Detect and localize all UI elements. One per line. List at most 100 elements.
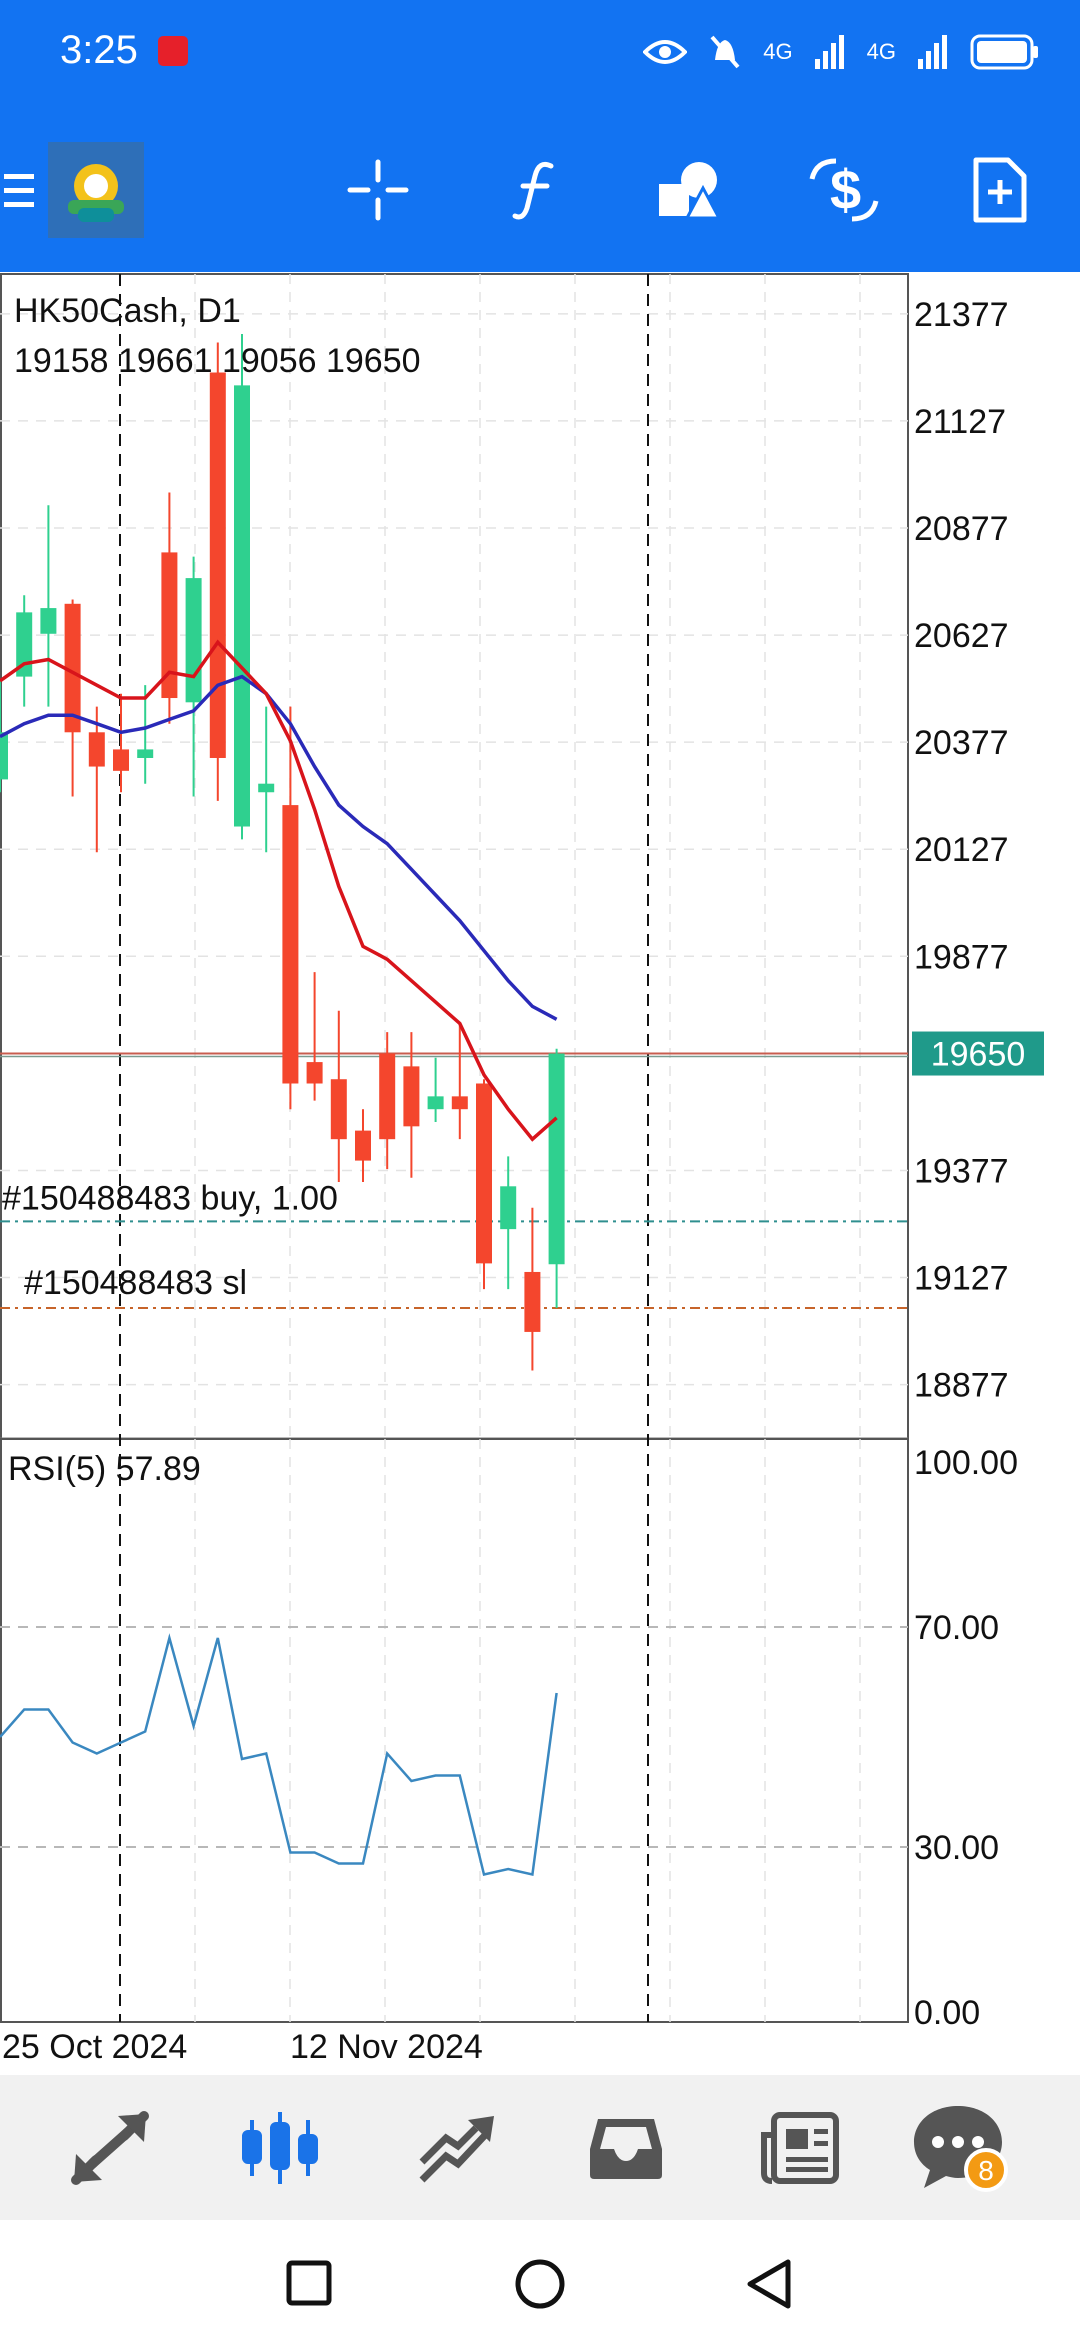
rsi-tick-label: 0.00	[914, 1994, 980, 2032]
rsi-tick-label: 30.00	[914, 1829, 999, 1867]
nav-quotes[interactable]	[40, 2075, 180, 2220]
candle-body	[403, 1066, 420, 1127]
rsi-axis: 100.00 70.00 30.00 0.00	[914, 1444, 1018, 2032]
price-tick-label: 20627	[914, 617, 1009, 655]
status-time: 3:25	[60, 28, 138, 72]
candle-body	[355, 1130, 371, 1161]
ma-fast-line	[0, 639, 558, 1142]
current-price-value: 19650	[931, 1036, 1026, 1074]
buy-order-label: #150488483 buy, 1.00	[2, 1179, 338, 1217]
candle-body	[258, 783, 275, 793]
price-tick-label: 21377	[914, 296, 1009, 334]
candle-body	[282, 805, 299, 1084]
chart-toolbar: $	[0, 140, 1080, 240]
crosshair-button[interactable]	[330, 140, 426, 240]
ohlc-label: 19158 19661 19056 19650	[14, 342, 421, 380]
price-tick-label: 19127	[914, 1260, 1009, 1298]
current-price-badge	[912, 1031, 1044, 1076]
dollar-exchange-icon: $	[809, 158, 879, 222]
bottom-navigation: 8	[0, 2075, 1080, 2220]
candle-body	[476, 1083, 492, 1264]
candlestick-icon	[242, 2111, 318, 2184]
candle-body	[88, 732, 105, 767]
home-button[interactable]	[514, 2258, 566, 2310]
signal-icon-2	[918, 35, 947, 69]
candles	[0, 333, 565, 1371]
candle-body	[306, 1062, 323, 1084]
back-button[interactable]	[744, 2258, 794, 2310]
candle-body	[113, 749, 129, 771]
battery-icon	[970, 34, 1038, 70]
nav-news[interactable]	[730, 2075, 870, 2220]
nav-chart[interactable]	[210, 2075, 350, 2220]
shapes-icon	[659, 162, 722, 220]
rsi-tick-label: 100.00	[914, 1444, 1018, 1482]
notification-count: 8	[978, 2155, 994, 2186]
svg-text:$: $	[830, 158, 861, 221]
notification-badge	[964, 2147, 1008, 2192]
indicators-button[interactable]	[488, 140, 584, 240]
rsi-tick-label: 70.00	[914, 1609, 999, 1647]
rsi-frame	[0, 1438, 909, 2023]
status-icons: 4G 4G	[643, 28, 1040, 76]
stop-loss-label: #150488483 sl	[24, 1264, 247, 1302]
price-tick-label: 19377	[914, 1152, 1009, 1190]
candle-body	[0, 732, 8, 780]
candle-body	[234, 385, 250, 827]
candle-body	[209, 372, 226, 758]
candle-body	[161, 552, 178, 699]
date-label-1: 25 Oct 2024	[2, 2028, 187, 2066]
nav-messages[interactable]: 8	[888, 2075, 1028, 2220]
eye-icon	[643, 40, 688, 64]
menu-button[interactable]	[0, 140, 40, 240]
price-tick-label: 20377	[914, 724, 1009, 762]
price-tick-label: 20877	[914, 510, 1009, 548]
app-header: 3:25 4G 4G	[0, 0, 1080, 272]
price-tick-label: 18877	[914, 1367, 1009, 1405]
candle-body	[40, 608, 57, 634]
hamburger-icon	[4, 174, 34, 207]
candle-body	[16, 612, 33, 677]
candle-body	[500, 1186, 517, 1230]
trade-levels	[0, 1052, 908, 1309]
objects-button[interactable]	[642, 140, 738, 240]
candle-body	[330, 1079, 347, 1140]
nav-trade[interactable]	[386, 2075, 526, 2220]
ma-slow-line	[0, 674, 558, 1021]
price-chart[interactable]: HK50Cash, D1 19158 19661 19056 19650 #15…	[0, 272, 1080, 2072]
candle-body	[379, 1053, 396, 1140]
nav-history[interactable]	[556, 2075, 696, 2220]
new-order-button[interactable]	[952, 140, 1048, 240]
news-icon	[761, 2111, 839, 2184]
date-label-2: 12 Nov 2024	[290, 2028, 483, 2066]
app-logo	[48, 140, 144, 240]
mute-bell-icon	[710, 35, 740, 69]
candle-body	[451, 1096, 468, 1110]
main-grid	[0, 274, 908, 1439]
network-label-2: 4G	[866, 39, 896, 64]
function-icon	[512, 161, 554, 220]
candle-body	[185, 578, 202, 703]
price-tick-label: 19877	[914, 938, 1009, 976]
candle-body	[548, 1053, 565, 1265]
chat-bubble-icon: 8	[914, 2105, 1008, 2192]
add-document-icon	[973, 157, 1027, 223]
symbol-label: HK50Cash, D1	[14, 292, 241, 330]
rsi-grid	[0, 1439, 908, 2022]
app-badge-icon	[158, 36, 188, 66]
rsi-label: RSI(5) 57.89	[8, 1450, 201, 1488]
network-label-1: 4G	[763, 39, 793, 64]
price-tick-label: 20127	[914, 831, 1009, 869]
rsi-line	[0, 1633, 558, 1877]
inbox-icon	[590, 2118, 662, 2179]
price-tick-label: 21127	[914, 403, 1006, 441]
signal-icon-1	[814, 35, 844, 69]
candle-body	[524, 1271, 541, 1332]
quotes-arrows-icon	[71, 2110, 149, 2185]
candle-body	[137, 749, 154, 758]
recent-apps-button[interactable]	[286, 2260, 332, 2306]
metatrader-logo-icon	[48, 142, 144, 238]
system-navigation	[0, 2220, 1080, 2340]
trade-button[interactable]: $	[796, 140, 892, 240]
candle-body	[427, 1096, 444, 1110]
